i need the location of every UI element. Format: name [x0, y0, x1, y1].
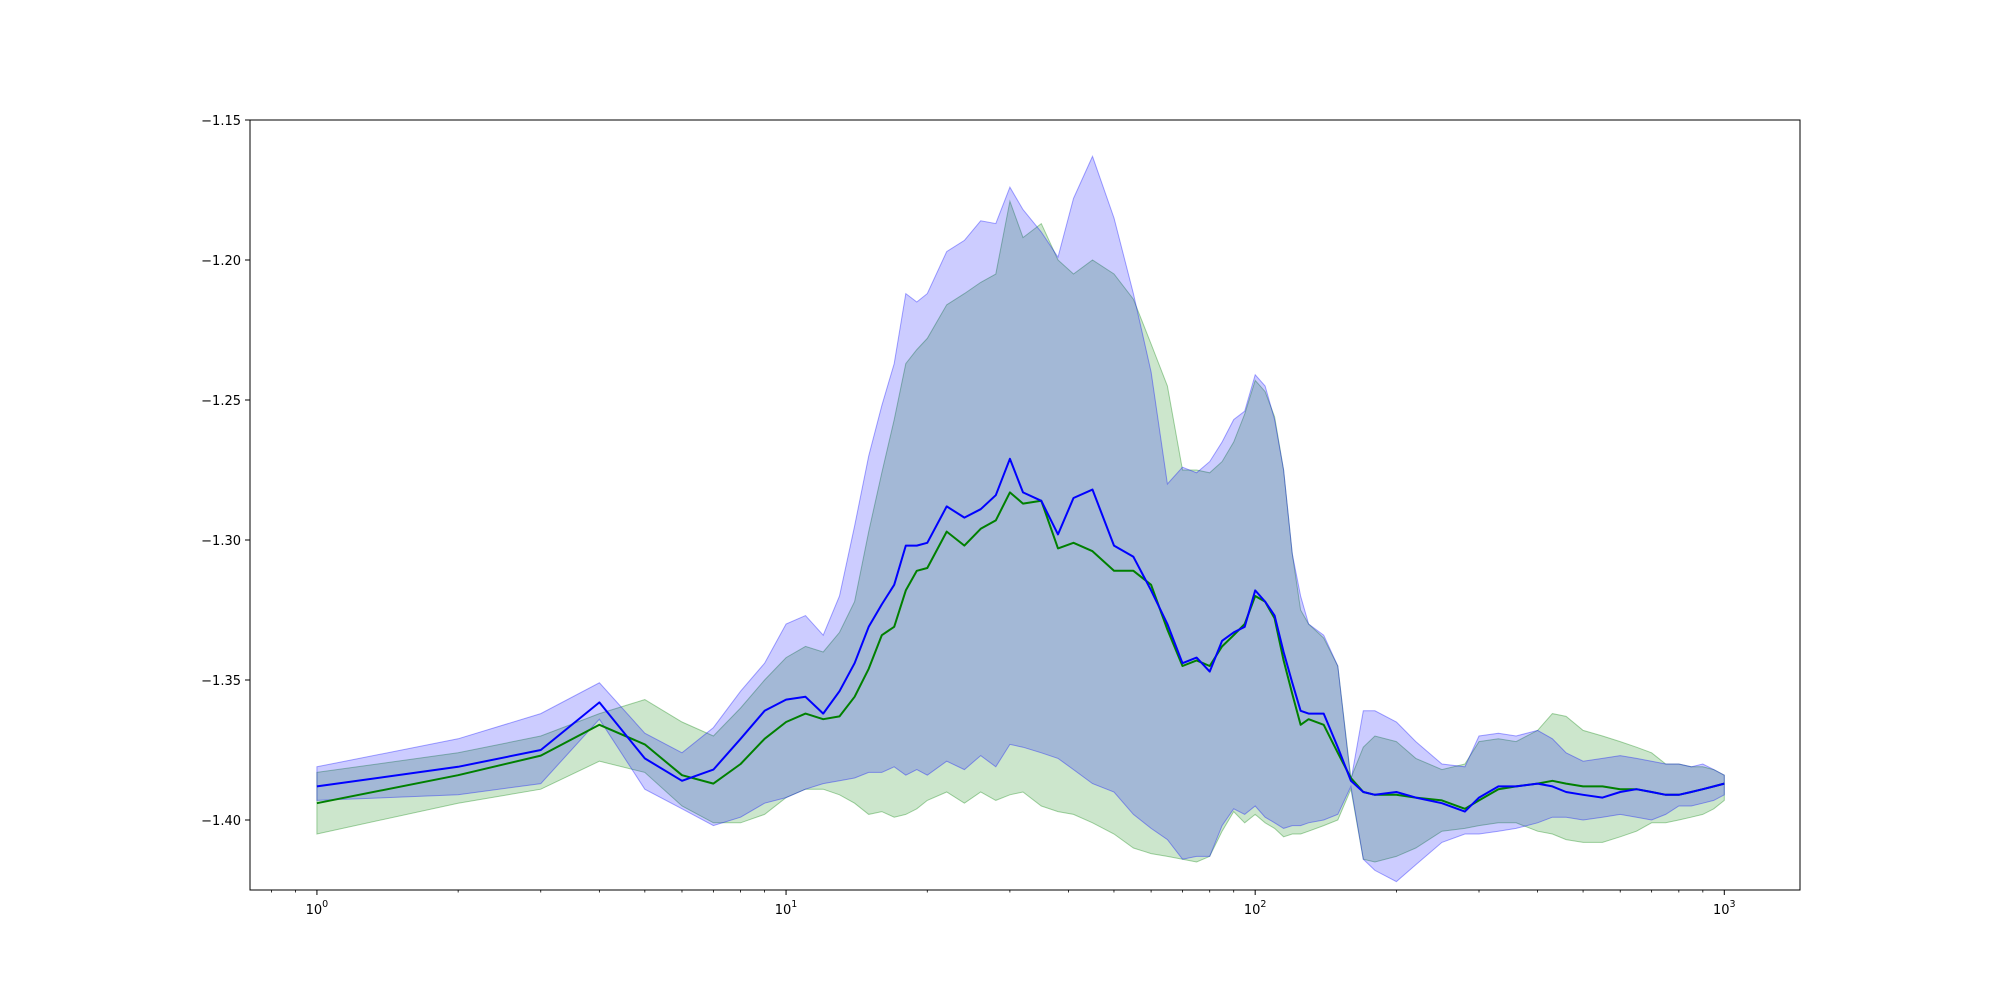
confidence-bands: [316, 155, 1725, 883]
y-tick-label: −1.15: [201, 114, 241, 129]
series-lines: [316, 457, 1725, 813]
y-tick-label: −1.35: [201, 674, 241, 689]
y-tick-label: −1.30: [201, 534, 241, 549]
x-tick-label: 103: [1713, 899, 1736, 918]
x-tick-label: 100: [306, 899, 329, 918]
y-tick-label: −1.20: [201, 254, 241, 269]
series-1-band: [316, 155, 1725, 883]
x-tick-label: 101: [775, 899, 798, 918]
series-0-band: [316, 199, 1725, 863]
x-tick-label: 102: [1244, 899, 1267, 918]
y-axis: −1.15 −1.20 −1.25 −1.30 −1.35 −1.40: [201, 114, 250, 829]
series-0-line: [316, 491, 1725, 810]
series-1-line: [316, 457, 1725, 813]
plot-frame: [249, 119, 1801, 891]
y-tick-label: −1.25: [201, 394, 241, 409]
y-tick-label: −1.40: [201, 814, 241, 829]
